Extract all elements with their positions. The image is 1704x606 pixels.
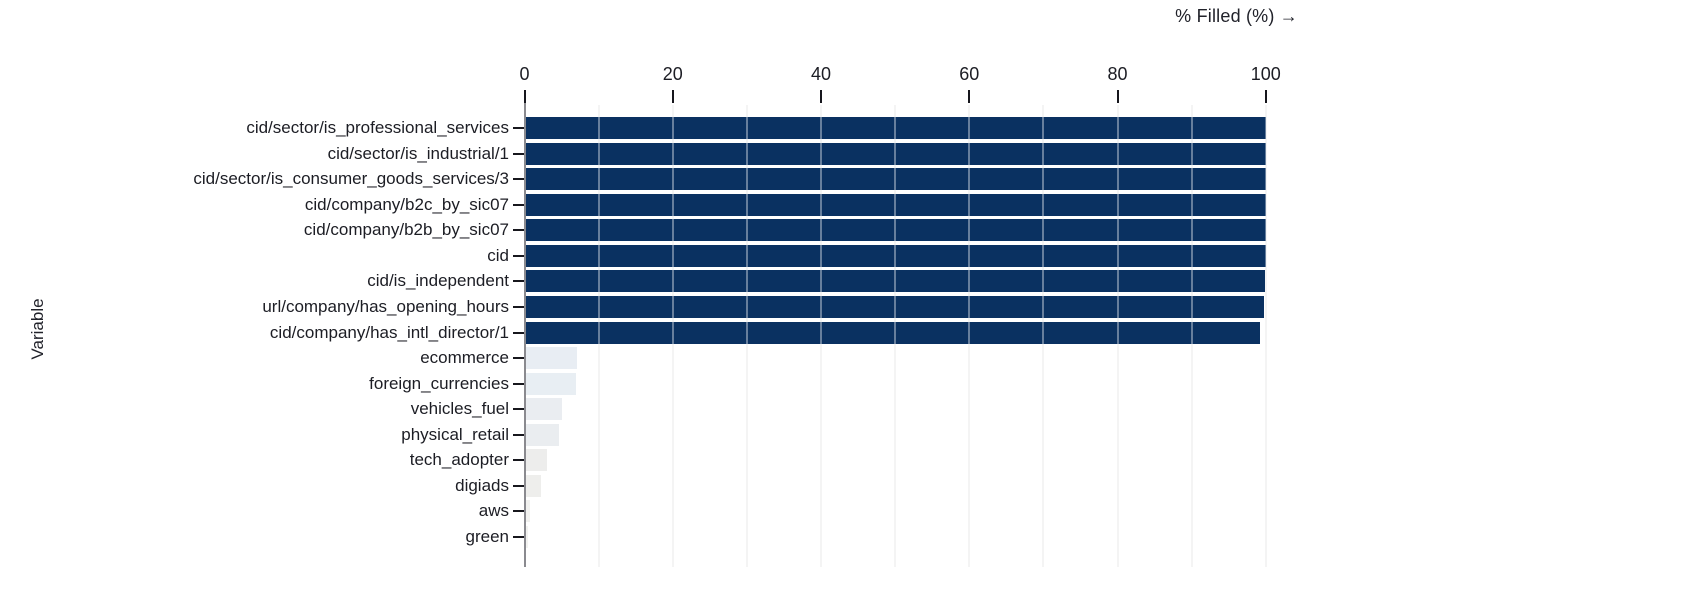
bar bbox=[525, 193, 1266, 216]
y-axis-line bbox=[523, 103, 526, 567]
bar bbox=[525, 398, 562, 421]
gridline bbox=[894, 105, 897, 567]
y-tick-mark bbox=[512, 178, 524, 181]
y-axis-label: foreign_currencies bbox=[369, 373, 509, 393]
y-tick-mark bbox=[512, 305, 524, 308]
y-axis-label: cid bbox=[487, 245, 509, 265]
bar bbox=[525, 295, 1264, 318]
y-axis-label: cid/company/has_intl_director/1 bbox=[269, 322, 509, 342]
bar bbox=[525, 500, 530, 523]
bar bbox=[525, 526, 529, 548]
x-tick-mark bbox=[820, 90, 823, 103]
x-tick-label: 100 bbox=[1250, 64, 1281, 84]
x-tick-label: 20 bbox=[662, 64, 683, 84]
y-axis-label: vehicles_fuel bbox=[410, 399, 509, 419]
y-axis-label: aws bbox=[478, 501, 509, 521]
bar bbox=[525, 270, 1266, 293]
bar bbox=[525, 372, 576, 395]
y-tick-mark bbox=[512, 203, 524, 206]
x-tick-label: 80 bbox=[1107, 64, 1128, 84]
bar bbox=[525, 347, 578, 370]
gridline bbox=[1264, 105, 1267, 567]
y-tick-mark bbox=[512, 254, 524, 257]
bar bbox=[525, 142, 1266, 165]
y-axis-label: ecommerce bbox=[420, 348, 509, 368]
bar bbox=[525, 219, 1266, 242]
x-tick-mark bbox=[523, 90, 526, 103]
y-tick-mark bbox=[512, 357, 524, 360]
gridline bbox=[1264, 105, 1267, 567]
bar bbox=[525, 244, 1266, 267]
y-axis-label: green bbox=[465, 527, 509, 546]
y-tick-mark bbox=[512, 382, 524, 385]
y-axis-label: cid/company/b2c_by_sic07 bbox=[304, 194, 509, 214]
gridline bbox=[1190, 105, 1193, 567]
y-tick-mark bbox=[512, 229, 524, 232]
bar bbox=[525, 321, 1260, 344]
y-tick-mark bbox=[512, 433, 524, 436]
gridline bbox=[671, 105, 674, 567]
chart-title: % Filled (%) → bbox=[1175, 6, 1298, 26]
y-tick-mark bbox=[512, 459, 524, 462]
y-axis-title: Variable bbox=[28, 298, 47, 360]
y-axis-label: cid/sector/is_consumer_goods_services/3 bbox=[193, 169, 509, 189]
gridline bbox=[820, 105, 823, 567]
y-axis-label: tech_adopter bbox=[409, 450, 509, 470]
y-tick-mark bbox=[512, 408, 524, 411]
y-axis-label: cid/sector/is_professional_services bbox=[246, 118, 509, 137]
gridline bbox=[745, 105, 748, 567]
bar bbox=[525, 168, 1266, 191]
x-tick-mark bbox=[1264, 90, 1267, 103]
y-axis-label: cid/is_independent bbox=[367, 271, 509, 291]
gridline bbox=[597, 105, 600, 567]
x-tick-mark bbox=[968, 90, 971, 103]
y-tick-mark bbox=[512, 536, 524, 538]
bar bbox=[525, 474, 541, 497]
y-tick-mark bbox=[512, 510, 524, 513]
gridline bbox=[1116, 105, 1119, 567]
bar bbox=[525, 449, 547, 472]
x-tick-mark bbox=[671, 90, 674, 103]
x-tick-label: 40 bbox=[811, 64, 832, 84]
gridline bbox=[968, 105, 971, 567]
y-axis-label: digiads bbox=[455, 475, 509, 495]
y-tick-mark bbox=[512, 152, 524, 155]
y-tick-mark bbox=[512, 280, 524, 283]
x-tick-mark bbox=[1116, 90, 1119, 103]
y-axis-label: cid/company/b2b_by_sic07 bbox=[303, 220, 509, 240]
y-tick-mark bbox=[512, 331, 524, 334]
y-axis-label: physical_retail bbox=[401, 424, 509, 444]
y-tick-mark bbox=[512, 484, 524, 487]
y-axis-label: cid/sector/is_industrial/1 bbox=[327, 143, 509, 163]
bar bbox=[525, 423, 560, 446]
bar bbox=[525, 117, 1266, 139]
y-axis-label: url/company/has_opening_hours bbox=[262, 296, 509, 316]
x-tick-label: 60 bbox=[959, 64, 980, 84]
gridline bbox=[1042, 105, 1045, 567]
y-tick-mark bbox=[512, 127, 524, 129]
x-tick-label: 0 bbox=[519, 64, 530, 84]
